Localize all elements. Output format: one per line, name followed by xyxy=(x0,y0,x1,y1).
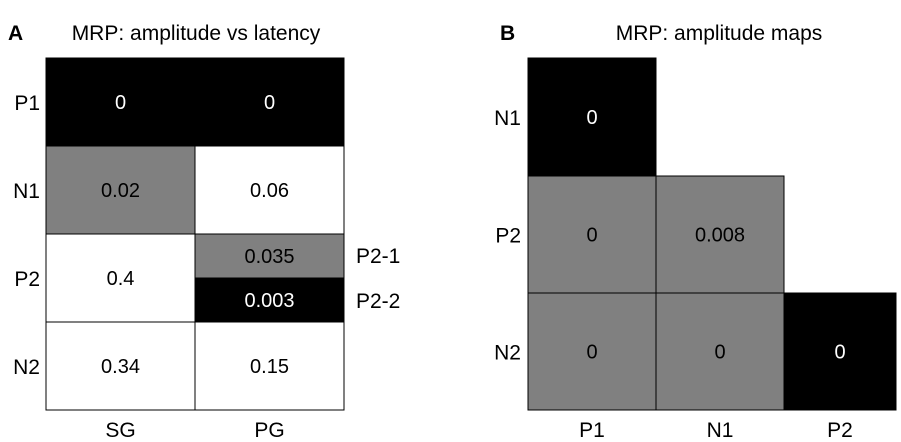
panel-a-side-label-p2-2: P2-2 xyxy=(356,290,400,313)
a-cell-p2-sg-value: 0.4 xyxy=(107,268,135,290)
b-cell-p2-n1 xyxy=(655,175,785,294)
panel-a-title: MRP: amplitude vs latency xyxy=(72,22,321,45)
a-cell-n2-pg-value: 0.15 xyxy=(250,356,289,378)
a-cell-p1-sg xyxy=(45,57,196,147)
a-cell-n2-pg xyxy=(194,321,345,411)
panel-a-side-label-p2-1: P2-1 xyxy=(356,245,400,268)
panel-b-row-label-n1: N1 xyxy=(494,107,521,130)
b-cell-n2-n1-value: 0 xyxy=(714,342,725,364)
a-cell-n2-sg-value: 0.34 xyxy=(101,356,140,378)
panel-b-cells: 0 0 0.008 0 0 0 xyxy=(527,57,897,411)
panel-b-title: MRP: amplitude maps xyxy=(616,22,823,45)
panel-a-row-label-p1: P1 xyxy=(14,92,40,115)
a-cell-p1-pg xyxy=(194,57,345,147)
a-cell-p1-pg-value: 0 xyxy=(264,92,275,114)
a-cell-n1-pg xyxy=(194,145,345,235)
panel-b-row-labels: N1 P2 N2 xyxy=(494,107,521,365)
panel-a-col-label-sg: SG xyxy=(105,419,135,442)
panel-a-letter: A xyxy=(8,22,23,45)
panel-a-row-label-n1: N1 xyxy=(13,180,40,203)
panel-b-col-label-n1: N1 xyxy=(707,419,734,442)
a-cell-p1-sg-value: 0 xyxy=(115,92,126,114)
b-cell-n1-p1 xyxy=(527,57,657,177)
panel-a-row-label-n2: N2 xyxy=(13,356,40,379)
panel-a-column-labels: SG PG xyxy=(105,419,284,442)
a-cell-n1-sg-value: 0.02 xyxy=(101,180,140,202)
b-cell-n2-p2 xyxy=(783,292,897,411)
b-cell-p2-p1-value: 0 xyxy=(586,225,597,247)
b-cell-n1-p1-value: 0 xyxy=(586,107,597,129)
panel-b-letter: B xyxy=(500,22,515,45)
panel-b-column-labels: P1 N1 P2 xyxy=(579,419,853,442)
panel-b-col-label-p2: P2 xyxy=(827,419,853,442)
panel-b-row-label-n2: N2 xyxy=(494,342,521,365)
panel-a-row-labels: P1 N1 P2 N2 xyxy=(13,92,40,379)
a-cell-p2-pg-p2-1-value: 0.035 xyxy=(244,246,294,268)
a-cell-p2-sg xyxy=(45,233,196,323)
panel-a-side-labels: P2-1 P2-2 xyxy=(356,245,400,313)
a-cell-p2-pg-p2-1 xyxy=(194,233,345,279)
b-cell-n2-p1-value: 0 xyxy=(586,342,597,364)
a-cell-n1-sg xyxy=(45,145,196,235)
a-cell-n2-sg xyxy=(45,321,196,411)
b-cell-n2-p2-value: 0 xyxy=(834,342,845,364)
b-cell-n2-n1 xyxy=(655,292,785,411)
panel-a-cells: 0 0 0.02 0.06 0.4 0.035 0.003 0.34 0.15 xyxy=(45,57,345,411)
panel-b-row-label-p2: P2 xyxy=(495,225,521,248)
a-cell-p2-pg-p2-2-value: 0.003 xyxy=(244,290,294,312)
b-cell-n2-p1 xyxy=(527,292,657,411)
panel-a-col-label-pg: PG xyxy=(254,419,284,442)
panel-a: A MRP: amplitude vs latency 0 0 0.02 0.06 0.… xyxy=(8,22,400,442)
panel-b-col-label-p1: P1 xyxy=(579,419,605,442)
a-cell-n1-pg-value: 0.06 xyxy=(250,180,289,202)
panel-a-row-label-p2: P2 xyxy=(14,268,40,291)
b-cell-p2-n1-value: 0.008 xyxy=(695,225,745,247)
